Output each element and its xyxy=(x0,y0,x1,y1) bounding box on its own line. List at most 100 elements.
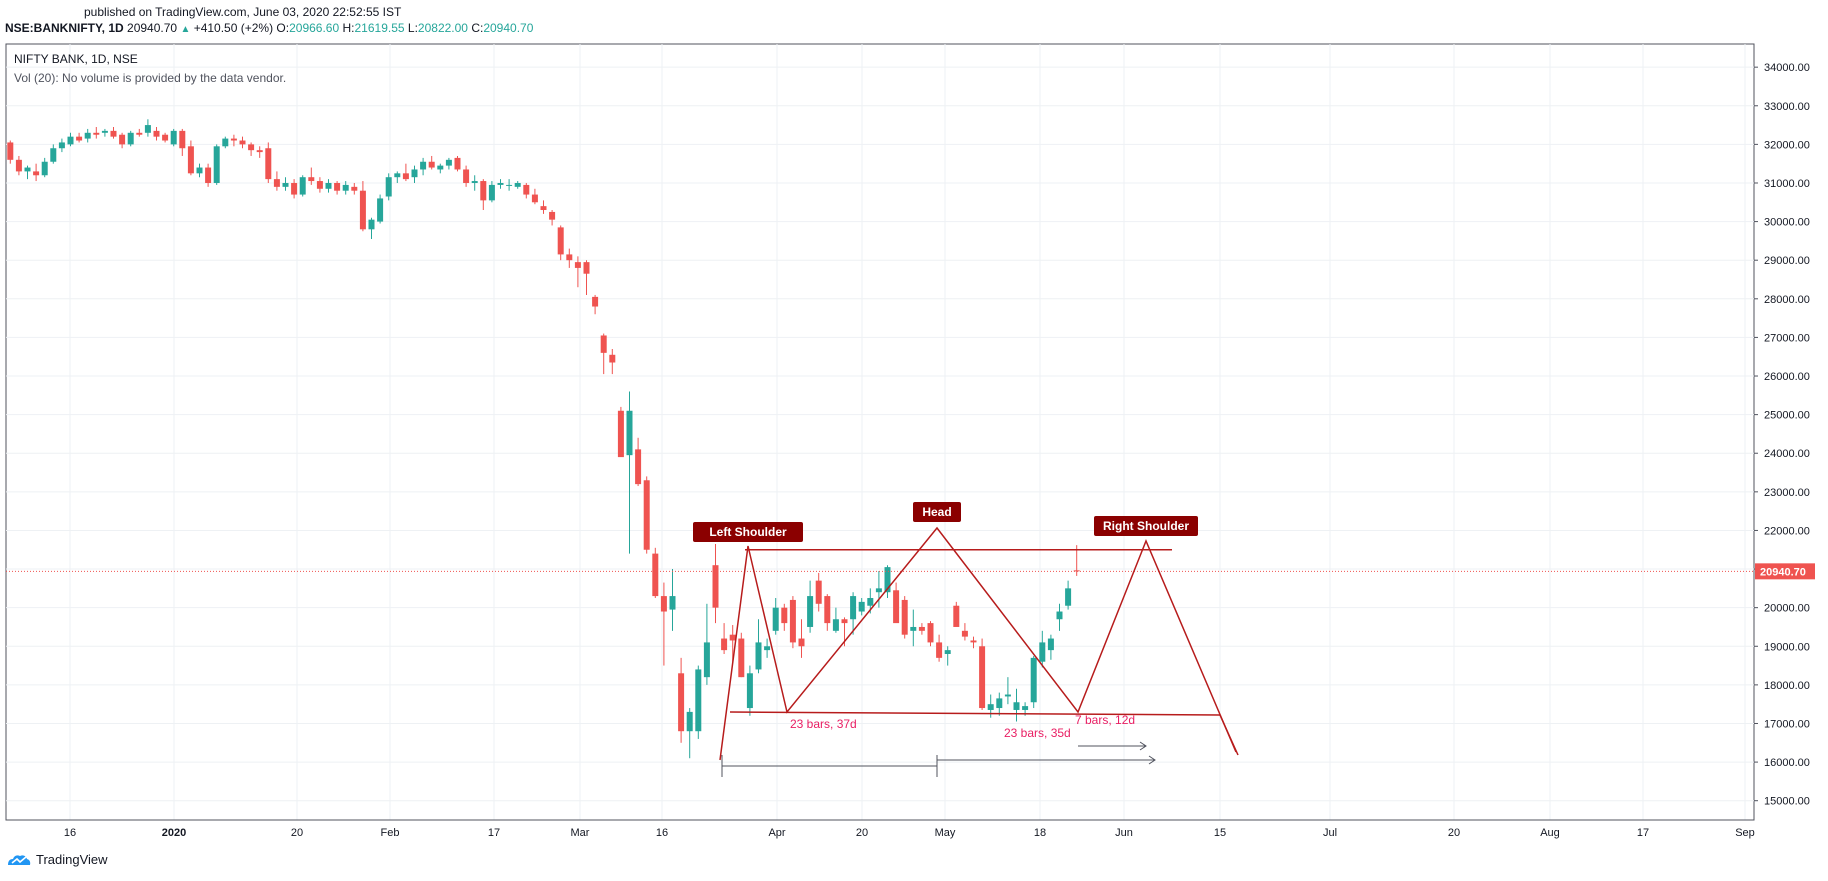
candle-body xyxy=(824,596,831,624)
candle-body xyxy=(84,132,91,139)
current-price-tag xyxy=(1755,563,1815,580)
candle-body xyxy=(213,146,220,183)
candle xyxy=(781,603,788,631)
pattern-label-box xyxy=(693,522,803,542)
candle xyxy=(617,406,624,458)
candle xyxy=(884,565,891,599)
candle xyxy=(1004,677,1011,705)
candle-body xyxy=(867,598,874,606)
candle xyxy=(24,165,31,180)
low-value: 20822.00 xyxy=(417,21,468,35)
candle-body xyxy=(1022,706,1029,710)
y-tick-label: 25000.00 xyxy=(1764,410,1810,422)
candle-body xyxy=(144,125,151,133)
candle xyxy=(1065,580,1072,610)
candle xyxy=(445,157,452,170)
candle xyxy=(807,580,814,633)
candle-body xyxy=(110,130,117,137)
candle xyxy=(789,596,796,649)
candle-body xyxy=(884,567,891,593)
candle xyxy=(609,348,616,375)
candle xyxy=(144,119,151,137)
pattern-label: Left Shoulder xyxy=(709,525,787,539)
candle-body xyxy=(1047,638,1054,651)
candle xyxy=(299,175,306,197)
x-tick-label: Apr xyxy=(768,827,785,839)
candle xyxy=(394,171,401,183)
candle xyxy=(437,163,444,174)
candle xyxy=(901,596,908,639)
candle-body xyxy=(205,167,212,183)
candle xyxy=(265,142,272,183)
candle xyxy=(76,132,83,143)
legend-title: NIFTY BANK, 1D, NSE xyxy=(14,52,138,66)
last-price: 20940.70 xyxy=(127,21,178,35)
candle xyxy=(187,140,194,176)
x-tick-label: 16 xyxy=(656,827,668,839)
candle xyxy=(927,621,934,647)
candle xyxy=(566,248,573,268)
candle xyxy=(50,144,57,164)
candle-body xyxy=(454,157,461,170)
y-tick-label: 33000.00 xyxy=(1764,101,1810,113)
candle-body xyxy=(179,130,186,149)
candle-body xyxy=(927,623,934,643)
candle xyxy=(239,136,246,149)
candle-body xyxy=(574,262,581,268)
candle xyxy=(196,163,203,178)
candle-body xyxy=(76,136,83,141)
range-arrow-3-head xyxy=(1139,741,1147,751)
close-label: C: xyxy=(471,21,484,35)
candle xyxy=(506,179,513,191)
candle xyxy=(643,476,650,554)
candle xyxy=(454,155,461,172)
candle-body xyxy=(41,161,48,176)
brand-footer[interactable]: TradingView xyxy=(6,852,108,867)
candle xyxy=(824,594,831,631)
y-tick-label: 30000.00 xyxy=(1764,217,1810,229)
candle-body xyxy=(497,182,504,185)
symbol-label[interactable]: NSE:BANKNIFTY, 1D xyxy=(5,21,124,35)
candle-body xyxy=(557,227,564,255)
candle-body xyxy=(33,171,40,176)
candle xyxy=(282,177,289,191)
candle xyxy=(557,225,564,261)
candle-body xyxy=(153,130,160,137)
candle xyxy=(93,127,100,139)
candle-body xyxy=(351,186,358,191)
candle xyxy=(179,128,186,156)
candle xyxy=(342,181,349,195)
candle xyxy=(531,188,538,205)
x-tick-label: 20 xyxy=(291,827,303,839)
candle-body xyxy=(1056,611,1063,620)
candle xyxy=(15,155,22,176)
candle xyxy=(351,182,358,195)
candle xyxy=(402,163,409,182)
candle-body xyxy=(93,132,100,135)
y-tick-label: 24000.00 xyxy=(1764,448,1810,460)
y-tick-label: 19000.00 xyxy=(1764,641,1810,653)
candle xyxy=(308,167,315,185)
candle-body xyxy=(686,711,693,732)
candle xyxy=(798,619,805,658)
candle-body xyxy=(15,159,22,172)
neckline-bottom xyxy=(729,711,1221,716)
candle-body xyxy=(1030,657,1037,703)
x-tick-label: 20 xyxy=(1448,827,1460,839)
candle xyxy=(703,603,710,685)
candle-body xyxy=(918,626,925,631)
candle-body xyxy=(841,619,848,624)
pattern-outline xyxy=(719,526,1237,761)
candle-body xyxy=(136,132,143,135)
candle xyxy=(850,592,857,635)
y-tick-label: 22000.00 xyxy=(1764,525,1810,537)
candle-body xyxy=(678,673,685,732)
x-tick-label: Feb xyxy=(381,827,400,839)
candle-body xyxy=(858,601,865,612)
candle-body xyxy=(738,638,745,678)
candle-body xyxy=(325,182,332,189)
candle xyxy=(377,194,384,224)
candle-body xyxy=(420,161,427,170)
candle xyxy=(273,171,280,191)
